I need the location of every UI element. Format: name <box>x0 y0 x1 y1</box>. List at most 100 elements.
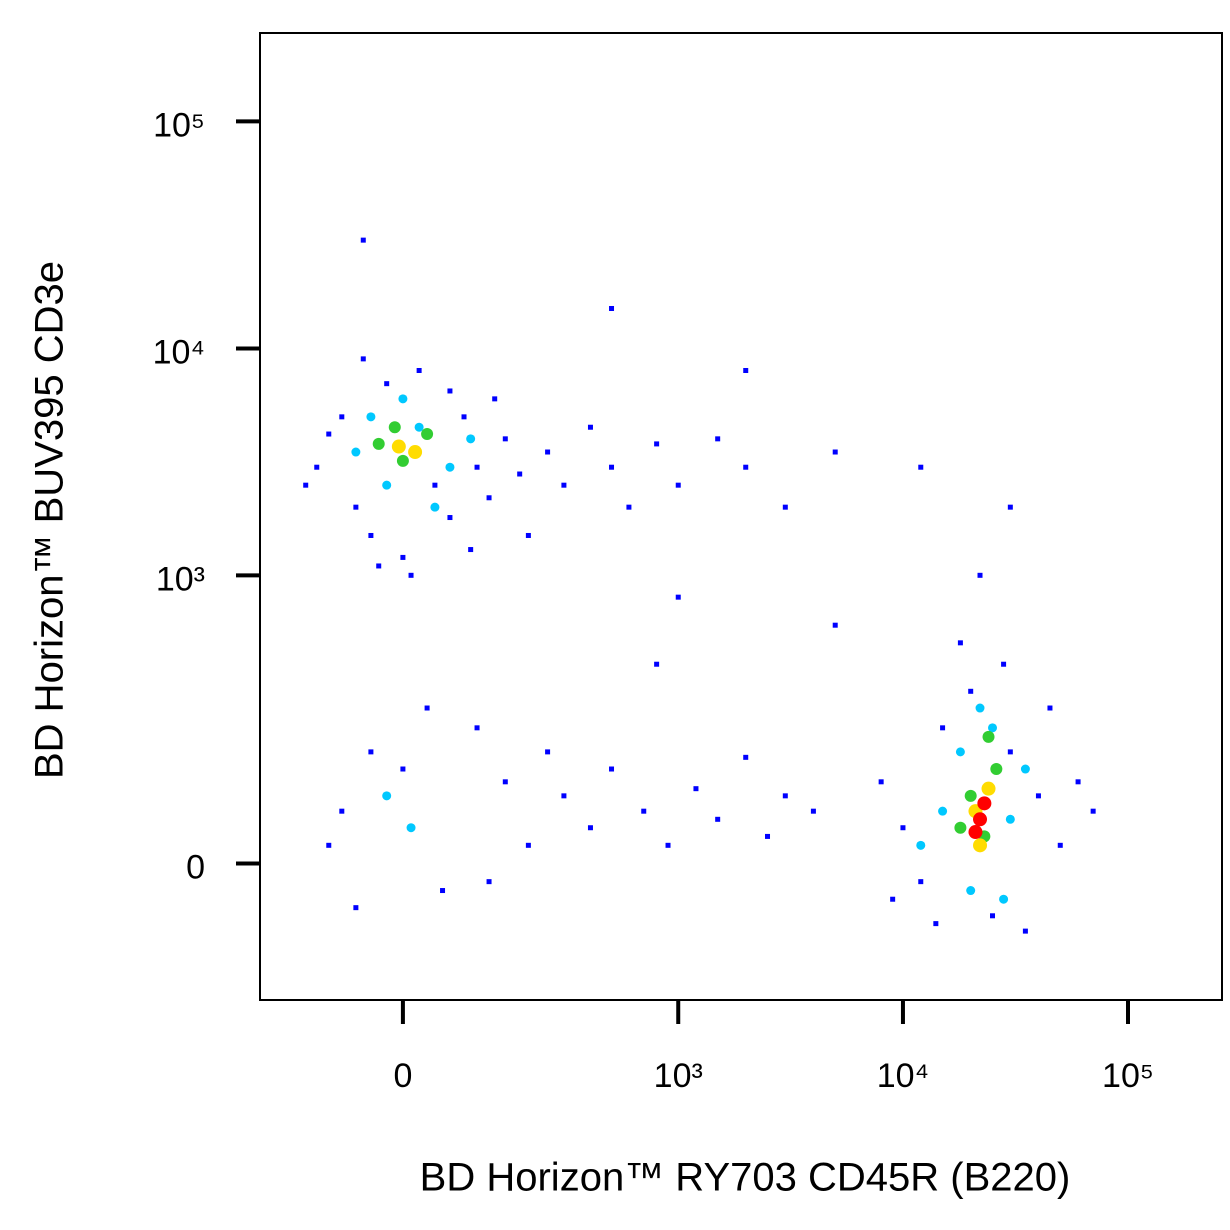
event-dot <box>421 428 434 441</box>
event-dot <box>502 779 508 785</box>
event-dot <box>382 480 392 490</box>
event-dot <box>832 622 838 628</box>
event-dot <box>303 482 309 488</box>
event-dot <box>366 412 376 422</box>
event-dot <box>587 825 593 831</box>
event-dot <box>916 840 926 850</box>
event-dot <box>400 766 406 772</box>
event-dot <box>360 356 366 362</box>
event-dot <box>408 572 414 578</box>
event-dot <box>1075 779 1081 785</box>
event-dot <box>981 781 996 796</box>
event-dot <box>396 454 409 467</box>
event-dot <box>973 838 988 853</box>
event-dot <box>626 504 632 510</box>
event-dot <box>326 842 332 848</box>
event-dot <box>609 464 615 470</box>
event-dot <box>326 431 332 437</box>
event-dot <box>675 482 681 488</box>
event-dot <box>525 532 531 538</box>
event-dot <box>360 237 366 243</box>
event-dot <box>954 821 967 834</box>
event-dot <box>440 888 446 894</box>
event-dot <box>474 725 480 731</box>
event-dot <box>353 905 359 911</box>
event-dot <box>878 779 884 785</box>
event-dot <box>408 445 423 460</box>
event-dot <box>782 504 788 510</box>
event-dot <box>492 396 498 402</box>
event-dot <box>988 723 998 733</box>
event-dot <box>918 879 924 885</box>
x-axis-label: BD Horizon™ RY703 CD45R (B220) <box>420 1156 1071 1200</box>
y-tick-label: 10⁴ <box>153 333 205 371</box>
y-tick-label: 10³ <box>156 560 205 598</box>
event-dot <box>1007 749 1013 755</box>
event-dot <box>517 471 523 477</box>
event-dot <box>561 793 567 799</box>
event-dot <box>382 791 392 801</box>
event-dot <box>957 640 963 646</box>
event-dot <box>609 305 615 311</box>
event-dot <box>977 572 983 578</box>
event-dot <box>368 532 374 538</box>
event-dot <box>982 730 995 743</box>
event-dot <box>353 504 359 510</box>
event-dot <box>432 482 438 488</box>
event-dot <box>765 833 771 839</box>
event-dot <box>339 414 345 420</box>
x-tick-label: 10³ <box>654 1057 703 1095</box>
event-dot <box>384 381 390 387</box>
event-dot <box>1047 705 1053 711</box>
event-dot <box>654 661 660 667</box>
event-dot <box>486 495 492 501</box>
event-dot <box>782 793 788 799</box>
event-dot <box>1020 764 1030 774</box>
event-dot <box>351 447 361 457</box>
event-dot <box>525 842 531 848</box>
event-dot <box>398 394 408 404</box>
x-tick-label: 10⁵ <box>1102 1057 1154 1095</box>
event-dot <box>474 464 480 470</box>
event-dot <box>955 747 965 757</box>
event-dot <box>933 921 939 927</box>
event-dot <box>715 816 721 822</box>
event-dot <box>609 766 615 772</box>
event-dot <box>665 842 671 848</box>
event-dot <box>900 825 906 831</box>
event-dot <box>1057 842 1063 848</box>
event-dot <box>372 437 385 450</box>
event-dot <box>1035 793 1041 799</box>
event-dot <box>1007 504 1013 510</box>
event-dot <box>743 464 749 470</box>
event-dot <box>502 436 508 442</box>
event-dot <box>973 812 988 827</box>
event-dot <box>414 422 424 432</box>
event-dot <box>368 749 374 755</box>
plot-frame <box>259 32 1223 1001</box>
event-dot <box>968 688 974 694</box>
event-dot <box>990 913 996 919</box>
event-dot <box>339 808 345 814</box>
event-dot <box>545 749 551 755</box>
event-dot <box>964 789 977 802</box>
event-dot <box>890 896 896 902</box>
y-tick-label: 10⁵ <box>153 106 205 144</box>
event-dot <box>966 886 976 896</box>
event-dot <box>654 441 660 447</box>
event-dot <box>400 554 406 560</box>
x-tick-label: 0 <box>393 1057 412 1095</box>
event-dot <box>743 754 749 760</box>
event-dot <box>376 563 382 569</box>
event-dot <box>832 449 838 455</box>
event-dot <box>693 786 699 792</box>
event-dot <box>990 763 1003 776</box>
event-dot <box>445 462 455 472</box>
event-dot <box>810 808 816 814</box>
event-dot <box>675 594 681 600</box>
y-tick-label: 0 <box>186 848 205 886</box>
event-dot <box>1005 814 1015 824</box>
event-dot <box>447 388 453 394</box>
event-dot <box>561 482 567 488</box>
event-dot <box>486 879 492 885</box>
